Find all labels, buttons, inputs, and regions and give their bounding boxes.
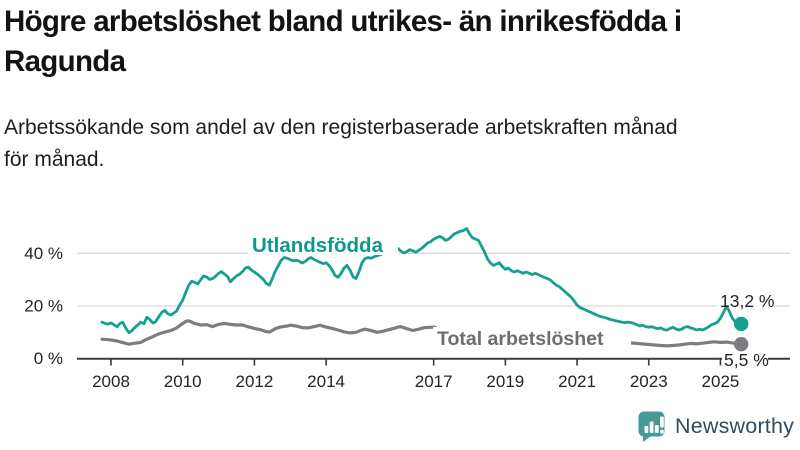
- series-label-total-arbetsloshet: Total arbetslöshet: [437, 328, 604, 350]
- total-label-background: [433, 327, 631, 350]
- page-subtitle-line-1: Arbetssökande som andel av den registerb…: [4, 116, 678, 139]
- page-title-line-1: Högre arbetslöshet bland utrikes- än inr…: [4, 5, 682, 38]
- page-title-line-2: Ragunda: [4, 45, 126, 78]
- newsworthy-chart-bubble-icon: [638, 411, 665, 442]
- newsworthy-logo: Newsworthy: [637, 411, 794, 442]
- series-lines: [100, 227, 743, 348]
- end-value-utlandsfodda: 13,2 %: [720, 291, 774, 311]
- series-label-utlandsfodda: Utlandsfödda: [252, 234, 384, 257]
- series-line-total-arbetsloshet: [100, 319, 743, 348]
- end-dot-utlandsfodda: [734, 316, 749, 332]
- axis-tick-labels: 2008 2010 2012 2014 2017 2019 2021 2023 2025 0 % 2…: [24, 244, 739, 391]
- x-tick-label-2025: 2025: [702, 372, 740, 391]
- end-dot-total-arbetsloshet: [734, 337, 749, 352]
- gridlines: [77, 252, 790, 360]
- x-tick-label-2021: 2021: [558, 372, 596, 391]
- bar-3: [654, 425, 659, 433]
- y-tick-label-20: 20 %: [24, 297, 63, 316]
- page-subtitle: Arbetssökande som andel av den registerb…: [4, 112, 678, 176]
- y-tick-label-0: 0 %: [34, 349, 63, 368]
- bar-2: [649, 421, 654, 433]
- x-axis-ticks: [110, 358, 722, 366]
- series-end-dots: [734, 316, 749, 352]
- bar-1: [644, 426, 649, 433]
- series-labels: Utlandsfödda Total arbetslöshet: [248, 234, 631, 350]
- page-subtitle-line-2: för månad.: [4, 148, 105, 171]
- x-tick-label-2014: 2014: [307, 372, 345, 391]
- x-tick-label-2023: 2023: [630, 372, 668, 391]
- x-tick-label-2017: 2017: [415, 372, 453, 391]
- exclamation-bar: [660, 416, 664, 428]
- exclamation-dot: [660, 429, 664, 434]
- utlandsfodda-label-background: [248, 236, 398, 255]
- series-line-utlandsfodda: [100, 227, 743, 334]
- x-tick-label-2012: 2012: [235, 372, 273, 391]
- end-value-total-arbetsloshet: 5,5 %: [724, 350, 769, 370]
- end-value-labels: 13,2 % 5,5 %: [720, 291, 774, 370]
- page-title: Högre arbetslöshet bland utrikes- än inr…: [4, 2, 682, 82]
- x-tick-label-2008: 2008: [92, 372, 130, 391]
- y-tick-label-40: 40 %: [24, 244, 63, 263]
- bubble-tail: [643, 436, 651, 442]
- x-tick-label-2010: 2010: [164, 372, 202, 391]
- newsworthy-wordmark: Newsworthy: [675, 414, 795, 438]
- unemployment-line-chart: 2008 2010 2012 2014 2017 2019 2021 2023 2025 0 % 2…: [24, 227, 790, 391]
- x-tick-label-2019: 2019: [486, 372, 524, 391]
